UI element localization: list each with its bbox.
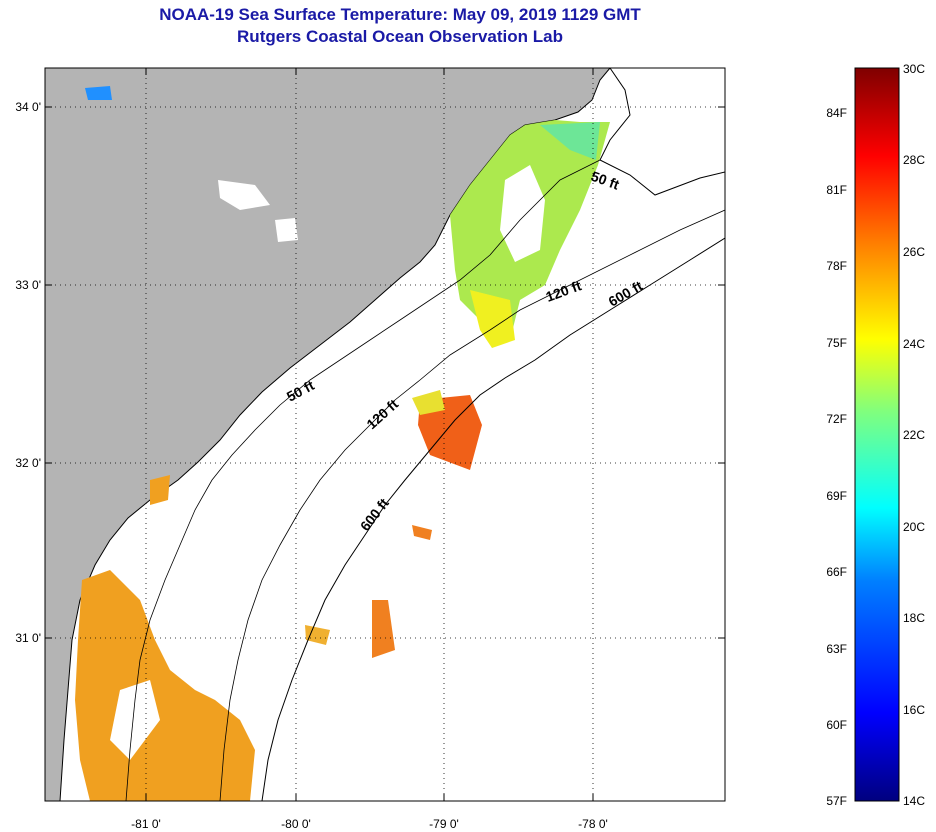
isobath-50ft xyxy=(125,159,601,801)
cb-c-14: 14C xyxy=(903,794,925,808)
sst-patch-small-2 xyxy=(372,600,395,658)
sst-gap-south xyxy=(110,680,160,760)
cb-c-16: 16C xyxy=(903,703,925,717)
sst-patch-cool-island xyxy=(85,86,112,100)
isobath-120ft xyxy=(219,209,725,801)
cb-c-22: 22C xyxy=(903,428,925,442)
colorbar xyxy=(854,67,900,802)
sst-patch-small-1 xyxy=(150,475,170,505)
axis-ticks xyxy=(45,68,725,801)
cb-f-72: 72F xyxy=(826,412,847,426)
map-subtitle: Rutgers Coastal Ocean Observation Lab xyxy=(237,27,563,46)
cb-f-69: 69F xyxy=(826,489,847,503)
isobath-600ft xyxy=(261,237,725,801)
cb-f-84: 84F xyxy=(826,106,847,120)
colorbar-celsius-labels: 30C 28C 26C 24C 22C 20C 18C 16C 14C xyxy=(903,62,925,808)
map-title: NOAA-19 Sea Surface Temperature: May 09,… xyxy=(159,5,641,24)
sst-patch-small-4 xyxy=(412,525,432,540)
cloud-1 xyxy=(218,180,270,210)
lat-label-34: 34 0' xyxy=(15,100,41,114)
sst-patch-small-3 xyxy=(305,625,330,645)
cb-f-75: 75F xyxy=(826,336,847,350)
lon-label-78: -78 0' xyxy=(578,817,608,831)
sst-patch-yellow-center xyxy=(412,390,445,415)
cb-c-30: 30C xyxy=(903,62,925,76)
cb-c-24: 24C xyxy=(903,337,925,351)
sst-patch-north-cool xyxy=(540,122,600,160)
colorbar-fahrenheit-labels: 84F 81F 78F 75F 72F 69F 66F 63F 60F 57F xyxy=(826,106,847,808)
lon-label-80: -80 0' xyxy=(281,817,311,831)
sst-gap xyxy=(500,165,545,262)
cloud-2 xyxy=(275,218,298,242)
land-area xyxy=(45,68,610,801)
cb-c-20: 20C xyxy=(903,520,925,534)
cb-f-60: 60F xyxy=(826,718,847,732)
lon-label-79: -79 0' xyxy=(429,817,459,831)
cb-f-66: 66F xyxy=(826,565,847,579)
lat-label-33: 33 0' xyxy=(15,278,41,292)
cb-c-18: 18C xyxy=(903,611,925,625)
sst-patch-yellow xyxy=(470,290,515,348)
lat-label-31: 31 0' xyxy=(15,631,41,645)
cb-c-28: 28C xyxy=(903,153,925,167)
graticule xyxy=(45,68,725,801)
cb-f-78: 78F xyxy=(826,259,847,273)
lon-label-81: -81 0' xyxy=(131,817,161,831)
lat-label-32: 32 0' xyxy=(15,456,41,470)
cb-f-63: 63F xyxy=(826,642,847,656)
cb-f-57: 57F xyxy=(826,794,847,808)
cb-f-81: 81F xyxy=(826,183,847,197)
sst-patch-warm-center xyxy=(418,395,482,470)
cb-c-26: 26C xyxy=(903,245,925,259)
